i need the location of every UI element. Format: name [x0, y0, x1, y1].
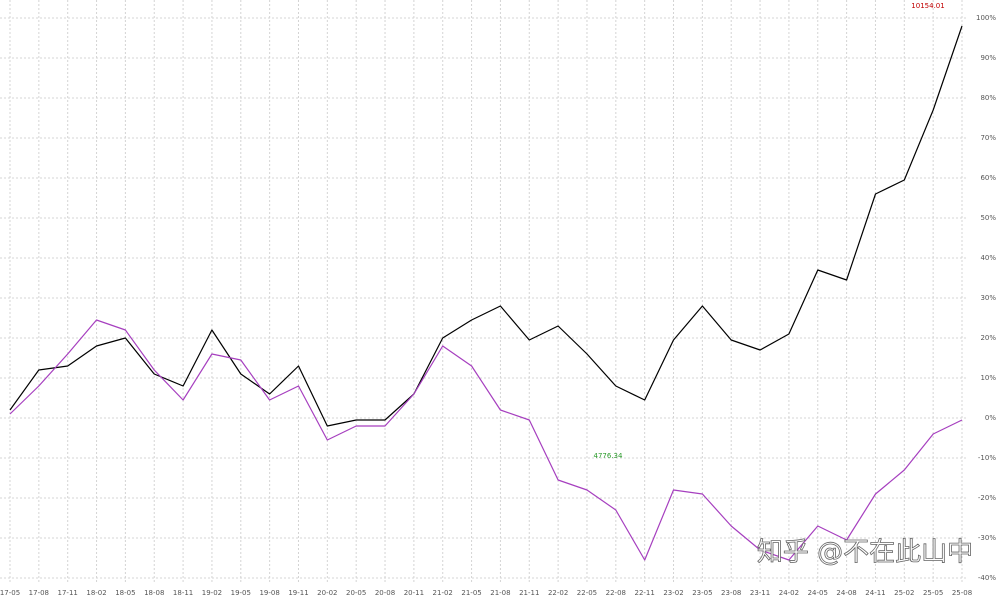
y-tick-label: 0% — [985, 414, 996, 422]
x-tick-label: 17-11 — [58, 589, 78, 597]
x-tick-label: 22-05 — [577, 589, 597, 597]
x-tick-label: 25-08 — [952, 589, 972, 597]
x-tick-label: 18-02 — [86, 589, 106, 597]
x-tick-label: 24-02 — [779, 589, 799, 597]
x-tick-label: 25-02 — [894, 589, 914, 597]
x-tick-label: 23-05 — [692, 589, 712, 597]
x-tick-label: 22-08 — [606, 589, 626, 597]
x-tick-label: 20-02 — [317, 589, 337, 597]
x-tick-label: 22-11 — [634, 589, 654, 597]
y-tick-label: 80% — [980, 94, 996, 102]
y-tick-label: 10% — [980, 374, 996, 382]
y-tick-label: 70% — [980, 134, 996, 142]
x-tick-label: 19-05 — [231, 589, 251, 597]
y-tick-label: 20% — [980, 334, 996, 342]
series-line — [9, 319, 963, 561]
x-tick-label: 20-11 — [404, 589, 424, 597]
series-line — [9, 25, 963, 427]
x-tick-label: 25-05 — [923, 589, 943, 597]
y-tick-label: 90% — [980, 54, 996, 62]
y-tick-label: 40% — [980, 254, 996, 262]
y-tick-label: -40% — [978, 574, 996, 582]
min-annotation: 4776.34 — [594, 452, 623, 460]
y-tick-label: -10% — [978, 454, 996, 462]
x-tick-label: 21-05 — [461, 589, 481, 597]
x-tick-label: 23-11 — [750, 589, 770, 597]
x-tick-label: 22-02 — [548, 589, 568, 597]
x-tick-label: 21-02 — [433, 589, 453, 597]
y-tick-label: 60% — [980, 174, 996, 182]
max-annotation: 10154.01 — [911, 2, 944, 10]
x-tick-label: 24-05 — [808, 589, 828, 597]
y-tick-label: 50% — [980, 214, 996, 222]
x-tick-label: 18-11 — [173, 589, 193, 597]
x-tick-label: 18-05 — [115, 589, 135, 597]
x-tick-label: 21-08 — [490, 589, 510, 597]
y-tick-label: 30% — [980, 294, 996, 302]
y-tick-label: 100% — [976, 14, 996, 22]
x-tick-label: 23-08 — [721, 589, 741, 597]
x-tick-label: 19-08 — [259, 589, 279, 597]
x-tick-label: 17-05 — [0, 589, 20, 597]
x-tick-label: 24-08 — [836, 589, 856, 597]
x-tick-label: 21-11 — [519, 589, 539, 597]
y-tick-label: -20% — [978, 494, 996, 502]
watermark: 知乎 @不在此山中 — [757, 538, 973, 568]
x-tick-label: 19-11 — [288, 589, 308, 597]
x-tick-label: 19-02 — [202, 589, 222, 597]
x-tick-label: 24-11 — [865, 589, 885, 597]
x-tick-label: 23-02 — [663, 589, 683, 597]
x-tick-label: 20-05 — [346, 589, 366, 597]
x-tick-label: 17-08 — [29, 589, 49, 597]
x-tick-label: 18-08 — [144, 589, 164, 597]
x-tick-label: 20-08 — [375, 589, 395, 597]
y-tick-label: -30% — [978, 534, 996, 542]
